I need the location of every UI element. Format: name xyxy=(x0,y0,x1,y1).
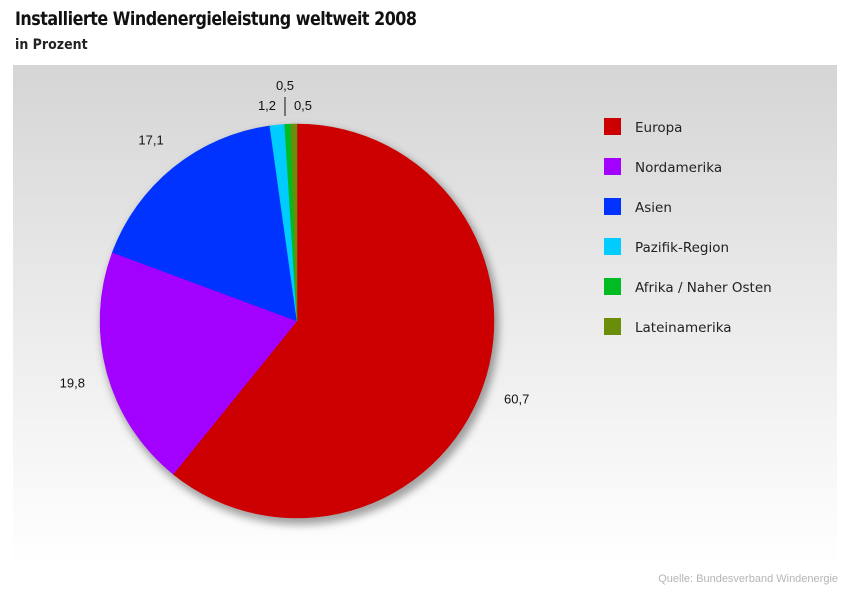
chart-title: Installierte Windenergieleistung weltwei… xyxy=(15,8,417,30)
legend-label: Afrika / Naher Osten xyxy=(635,280,772,296)
legend-label: Europa xyxy=(635,120,682,136)
source-note: Quelle: Bundesverband Windenergie xyxy=(658,573,838,585)
legend-swatch xyxy=(604,238,621,255)
pie-chart: 60,719,817,11,20,50,5 EuropaNordamerikaA… xyxy=(60,78,772,525)
data-label-asien: 17,1 xyxy=(138,132,163,147)
data-label-nordamerika: 19,8 xyxy=(60,376,85,391)
chart-panel: 60,7 19,8 17,1 1,2 0,5 0,5 Europa Nordamerika A… xyxy=(13,65,837,565)
pie-slice-europa xyxy=(172,123,495,519)
pie-slice-nordamerika xyxy=(99,252,298,475)
data-label-europa: 60,7 xyxy=(504,392,529,407)
legend-item-nordamerika: Nordamerika xyxy=(604,158,722,176)
legend-item-afrika-naher-osten: Afrika / Naher Osten xyxy=(604,278,772,296)
data-label-pazifik-region: 1,2 xyxy=(258,98,276,113)
pie-slice-asien xyxy=(112,125,298,322)
legend-swatch xyxy=(604,118,621,135)
legend-item-europa: Europa xyxy=(604,118,682,136)
legend-label: Pazifik-Region xyxy=(635,240,729,256)
legend-swatch xyxy=(604,278,621,295)
legend-label: Nordamerika xyxy=(635,160,722,176)
legend-item-asien: Asien xyxy=(604,198,672,216)
chart-subtitle: in Prozent xyxy=(15,37,88,53)
legend-swatch xyxy=(604,198,621,215)
legend-item-lateinamerika: Lateinamerika xyxy=(604,318,732,336)
legend-swatch xyxy=(604,158,621,175)
pie-slice-lateinamerika xyxy=(290,123,298,322)
legend-item-pazifik-region: Pazifik-Region xyxy=(604,238,729,256)
data-label-lateinamerika: 0,5 xyxy=(294,98,312,113)
legend-label: Asien xyxy=(635,200,672,216)
legend-swatch xyxy=(604,318,621,335)
legend-label: Lateinamerika xyxy=(635,320,732,336)
data-label-afrika-naher-osten: 0,5 xyxy=(276,78,294,93)
